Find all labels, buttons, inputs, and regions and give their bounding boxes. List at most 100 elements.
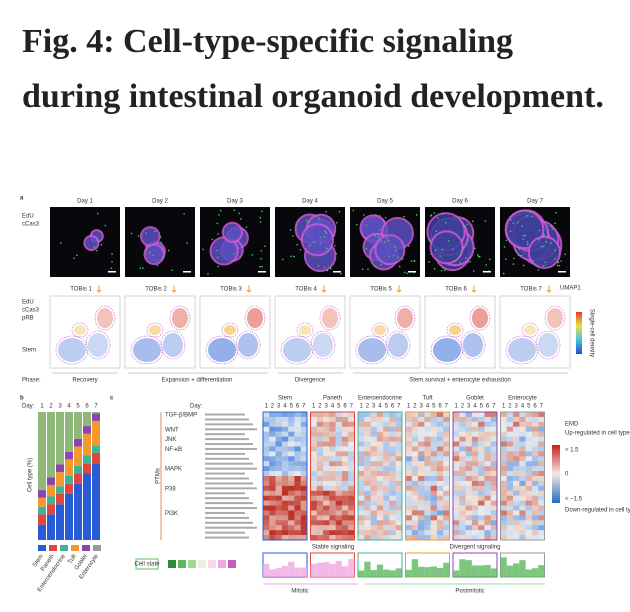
umap-stain: EdU (22, 300, 34, 306)
heatmap-cell (383, 466, 390, 472)
heatmap-cell (531, 416, 539, 423)
speck (142, 267, 144, 269)
speck (474, 247, 476, 250)
day-number: 3 (372, 404, 376, 410)
heatmap-cell (430, 446, 438, 452)
heatmap-cell (323, 510, 330, 516)
heatmap-cell (453, 451, 460, 457)
heatmap-cell (323, 446, 330, 452)
heatmap-cell (411, 495, 419, 501)
heatmap-cell (269, 476, 276, 482)
heatmap-cell (275, 436, 283, 442)
heatmap-cell (300, 431, 308, 437)
heatmap-cell (288, 525, 295, 531)
heatmap-cell (525, 495, 533, 501)
heatmap-cell (383, 436, 390, 442)
heatmap-cell (341, 461, 349, 467)
heatmap-cell (424, 441, 431, 447)
heatmap-cell (275, 520, 283, 526)
heatmap-cell (465, 476, 473, 482)
heatmap-cell (288, 421, 295, 427)
heatmap-cell (418, 466, 425, 472)
heatmap-cell (323, 471, 330, 477)
speck (513, 257, 515, 260)
heatmap-cell (376, 525, 384, 531)
heatmap-cell (465, 505, 473, 511)
heatmap-cell (323, 530, 330, 536)
heatmap-cell (358, 431, 365, 437)
heatmap-cell (358, 505, 365, 511)
heatmap-cell (275, 412, 283, 418)
heatmap-cell (459, 416, 466, 423)
heatmap-cell (443, 505, 450, 511)
speck (259, 216, 262, 219)
heatmap-cell (453, 525, 460, 531)
heatmap-cell (389, 471, 396, 477)
heatmap-cell (300, 515, 308, 521)
heatmap-cell (323, 466, 330, 472)
speck (441, 248, 444, 251)
bar-segment (74, 438, 82, 447)
heatmap-cell (490, 510, 498, 516)
pathway-label: JNK (165, 437, 176, 443)
heatmap-cell (405, 535, 412, 541)
speck (326, 269, 329, 272)
heatmap-cell (519, 485, 526, 491)
heatmap-cell (294, 476, 301, 482)
cell-state-bar (275, 567, 282, 577)
speck (463, 218, 465, 220)
heatmap-cell (513, 476, 520, 482)
umap-outline (355, 335, 389, 365)
heatmap-cell (383, 495, 390, 501)
heatmap-cell (341, 416, 349, 423)
speck (509, 230, 512, 233)
day-label: Day: (22, 404, 35, 410)
ptm-label: PTMs (156, 468, 162, 484)
heatmap-cell (269, 490, 276, 496)
heatmap-cell (294, 520, 301, 526)
heatmap-cell (281, 500, 289, 506)
heatmap-cell (405, 421, 412, 427)
heatmap-cell (538, 535, 545, 541)
heatmap-cell (500, 431, 507, 437)
heatmap-cell (500, 436, 507, 442)
speck (375, 214, 377, 216)
heatmap-cell (316, 485, 324, 491)
speck (413, 259, 415, 262)
speck (137, 235, 140, 237)
heatmap-cell (364, 510, 371, 516)
speck (510, 219, 512, 221)
heatmap-cell (281, 421, 289, 427)
heatmap-cell (418, 441, 425, 447)
heatmap-cell (294, 535, 301, 541)
cell-state-bar (263, 563, 270, 577)
pathway-label: MAPK (165, 467, 182, 473)
heatmap-cell (370, 421, 378, 427)
heatmap-cell (395, 500, 403, 506)
heatmap-cell (323, 520, 330, 526)
heatmap-cell (478, 505, 485, 511)
speck (367, 268, 369, 270)
speck (408, 245, 410, 247)
cell-state-bar (436, 568, 444, 577)
speck (296, 243, 298, 246)
heatmap-cell (275, 446, 283, 452)
umap-cluster (133, 338, 161, 362)
tobis-arrow (471, 285, 477, 293)
heatmap-cell (465, 480, 473, 487)
bar-segment (65, 483, 73, 494)
heatmap-cell (364, 530, 371, 536)
heatmap-cell (525, 510, 533, 516)
heatmap-cell (525, 520, 533, 526)
heatmap-cell (478, 456, 485, 462)
heatmap-cell (269, 436, 276, 442)
heatmap-cell (500, 441, 507, 447)
heatmap-cell (506, 515, 514, 521)
heatmap-cell (376, 495, 384, 501)
umap-cluster (397, 308, 413, 328)
heatmap-cell (263, 446, 270, 452)
heatmap-cell (288, 505, 295, 511)
heatmap-cell (389, 530, 396, 536)
heatmap-cell (418, 500, 425, 506)
heatmap-cell (269, 495, 276, 501)
